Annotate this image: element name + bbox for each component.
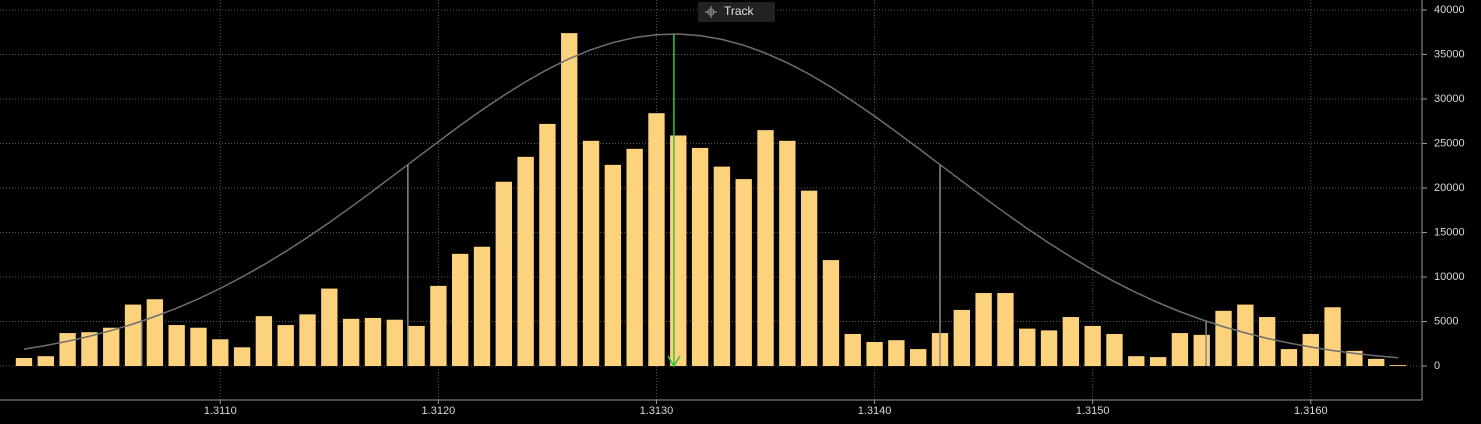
bar [822,260,840,366]
bar [1193,334,1210,366]
bar [233,347,251,366]
x-tick-label: 1.3110 [204,405,237,417]
bar [1149,357,1167,366]
bar [1368,358,1385,366]
bar [255,316,273,366]
bar [975,293,992,366]
y-tick-label: 40000 [1434,4,1465,16]
bar [168,325,185,366]
mean-arrowhead [667,355,681,368]
bar [779,140,796,366]
bar [321,288,338,366]
bar [1040,330,1058,366]
bar [495,181,512,366]
y-tick-label: 0 [1434,360,1440,372]
distribution-curve [23,33,1399,359]
bar [953,309,970,366]
bar [757,130,774,366]
bar [582,140,600,366]
bar [37,356,54,366]
bar [648,113,665,366]
bar [670,135,687,366]
bar [124,304,142,366]
bar [364,317,382,366]
bar [342,318,360,366]
bar [1302,333,1319,366]
bar [910,349,927,366]
bar [1280,349,1298,366]
bar [888,340,905,366]
x-tick-label: 1.3160 [1294,405,1328,417]
track-label: Track [724,4,755,18]
bar [1062,317,1080,366]
y-tick-label: 25000 [1434,137,1465,149]
bar [103,327,120,366]
track-icon [705,6,717,18]
bar [1128,356,1145,366]
y-tick-label: 35000 [1434,48,1465,60]
y-tick-label: 10000 [1434,271,1465,283]
bar [561,33,578,366]
bar [386,319,403,366]
bar [866,341,883,366]
bar [691,147,709,366]
bar [212,339,229,366]
y-tick-label: 5000 [1434,315,1458,327]
bar [1389,365,1407,366]
bar [517,156,534,366]
bar [81,332,98,366]
bar [15,357,33,366]
bar [844,333,861,366]
bar [539,123,556,366]
track-button-bg [698,2,775,22]
bar [146,299,164,366]
bar [59,333,76,366]
bar [1258,317,1276,366]
bar [299,314,316,366]
bar [1237,304,1254,366]
bar [604,164,622,366]
track-button[interactable]: Track [698,2,775,22]
x-tick-label: 1.3140 [858,405,892,417]
bar [1019,328,1036,366]
bar [430,285,447,366]
bar [1346,350,1363,366]
bar [1215,310,1232,366]
y-tick-label: 30000 [1434,93,1465,105]
bar [1324,307,1341,366]
x-tick-label: 1.3120 [422,405,456,417]
bar [277,325,294,366]
bar [408,325,425,366]
bar [800,190,818,366]
y-tick-label: 20000 [1434,182,1465,194]
bar [713,166,731,366]
bar [1171,333,1189,366]
bar [626,148,643,366]
y-tick-label: 15000 [1434,226,1465,238]
bar [1084,325,1101,366]
bar [190,327,207,366]
bar [997,293,1014,366]
bar [1106,333,1123,366]
x-tick-label: 1.3130 [640,405,674,417]
bar [452,253,469,366]
x-tick-label: 1.3150 [1076,405,1110,417]
bar [735,179,752,366]
bar [473,246,491,366]
